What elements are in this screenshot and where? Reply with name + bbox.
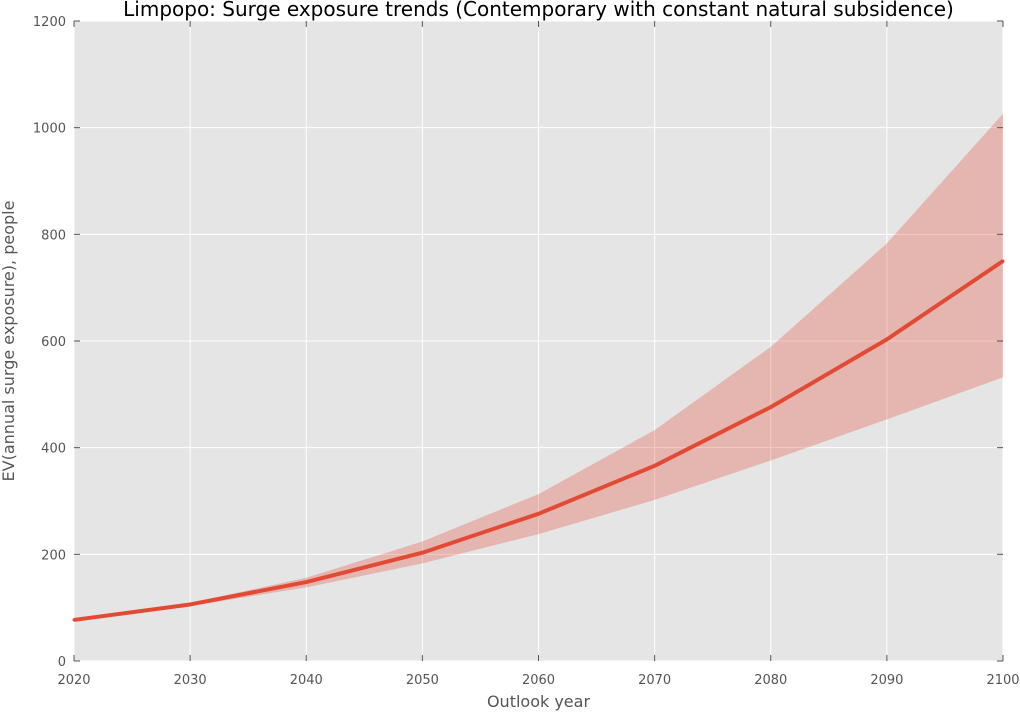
x-tick-label: 2040: [290, 673, 323, 688]
data-point: [885, 337, 889, 341]
data-point: [1001, 259, 1005, 263]
y-tick-label: 200: [41, 548, 66, 563]
data-point: [537, 512, 540, 516]
y-tick-label: 0: [58, 655, 66, 670]
data-point: [769, 405, 773, 409]
x-tick-label: 2080: [754, 673, 787, 688]
y-tick-label: 800: [41, 228, 66, 243]
x-tick-label: 2020: [57, 673, 90, 688]
data-point: [188, 602, 192, 606]
x-axis-label: Outlook year: [487, 692, 591, 711]
x-tick-label: 2100: [986, 673, 1019, 688]
x-tick-label: 2060: [522, 673, 555, 688]
data-point: [420, 551, 424, 555]
x-tick-label: 2090: [870, 673, 903, 688]
y-tick-label: 1000: [33, 122, 66, 137]
x-tick-label: 2070: [638, 673, 671, 688]
y-tick-label: 400: [41, 442, 66, 457]
uncertainty-band: [74, 113, 1003, 620]
x-tick-label: 2030: [174, 673, 207, 688]
axis-ticks: 2020 2030 2040 2050 2060 2070 2080 2090 2100 0 200…: [33, 15, 1020, 688]
chart-title: Limpopo: Surge exposure trends (Contempo…: [123, 0, 954, 21]
data-point: [653, 464, 657, 468]
data-point: [72, 618, 76, 622]
y-axis-label: EV(annual surge exposure), people: [0, 201, 18, 482]
data-points: [72, 259, 1005, 622]
x-tick-label: 2050: [406, 673, 439, 688]
y-tick-label: 1200: [33, 15, 66, 30]
y-tick-label: 600: [41, 335, 66, 350]
data-point: [304, 580, 308, 584]
